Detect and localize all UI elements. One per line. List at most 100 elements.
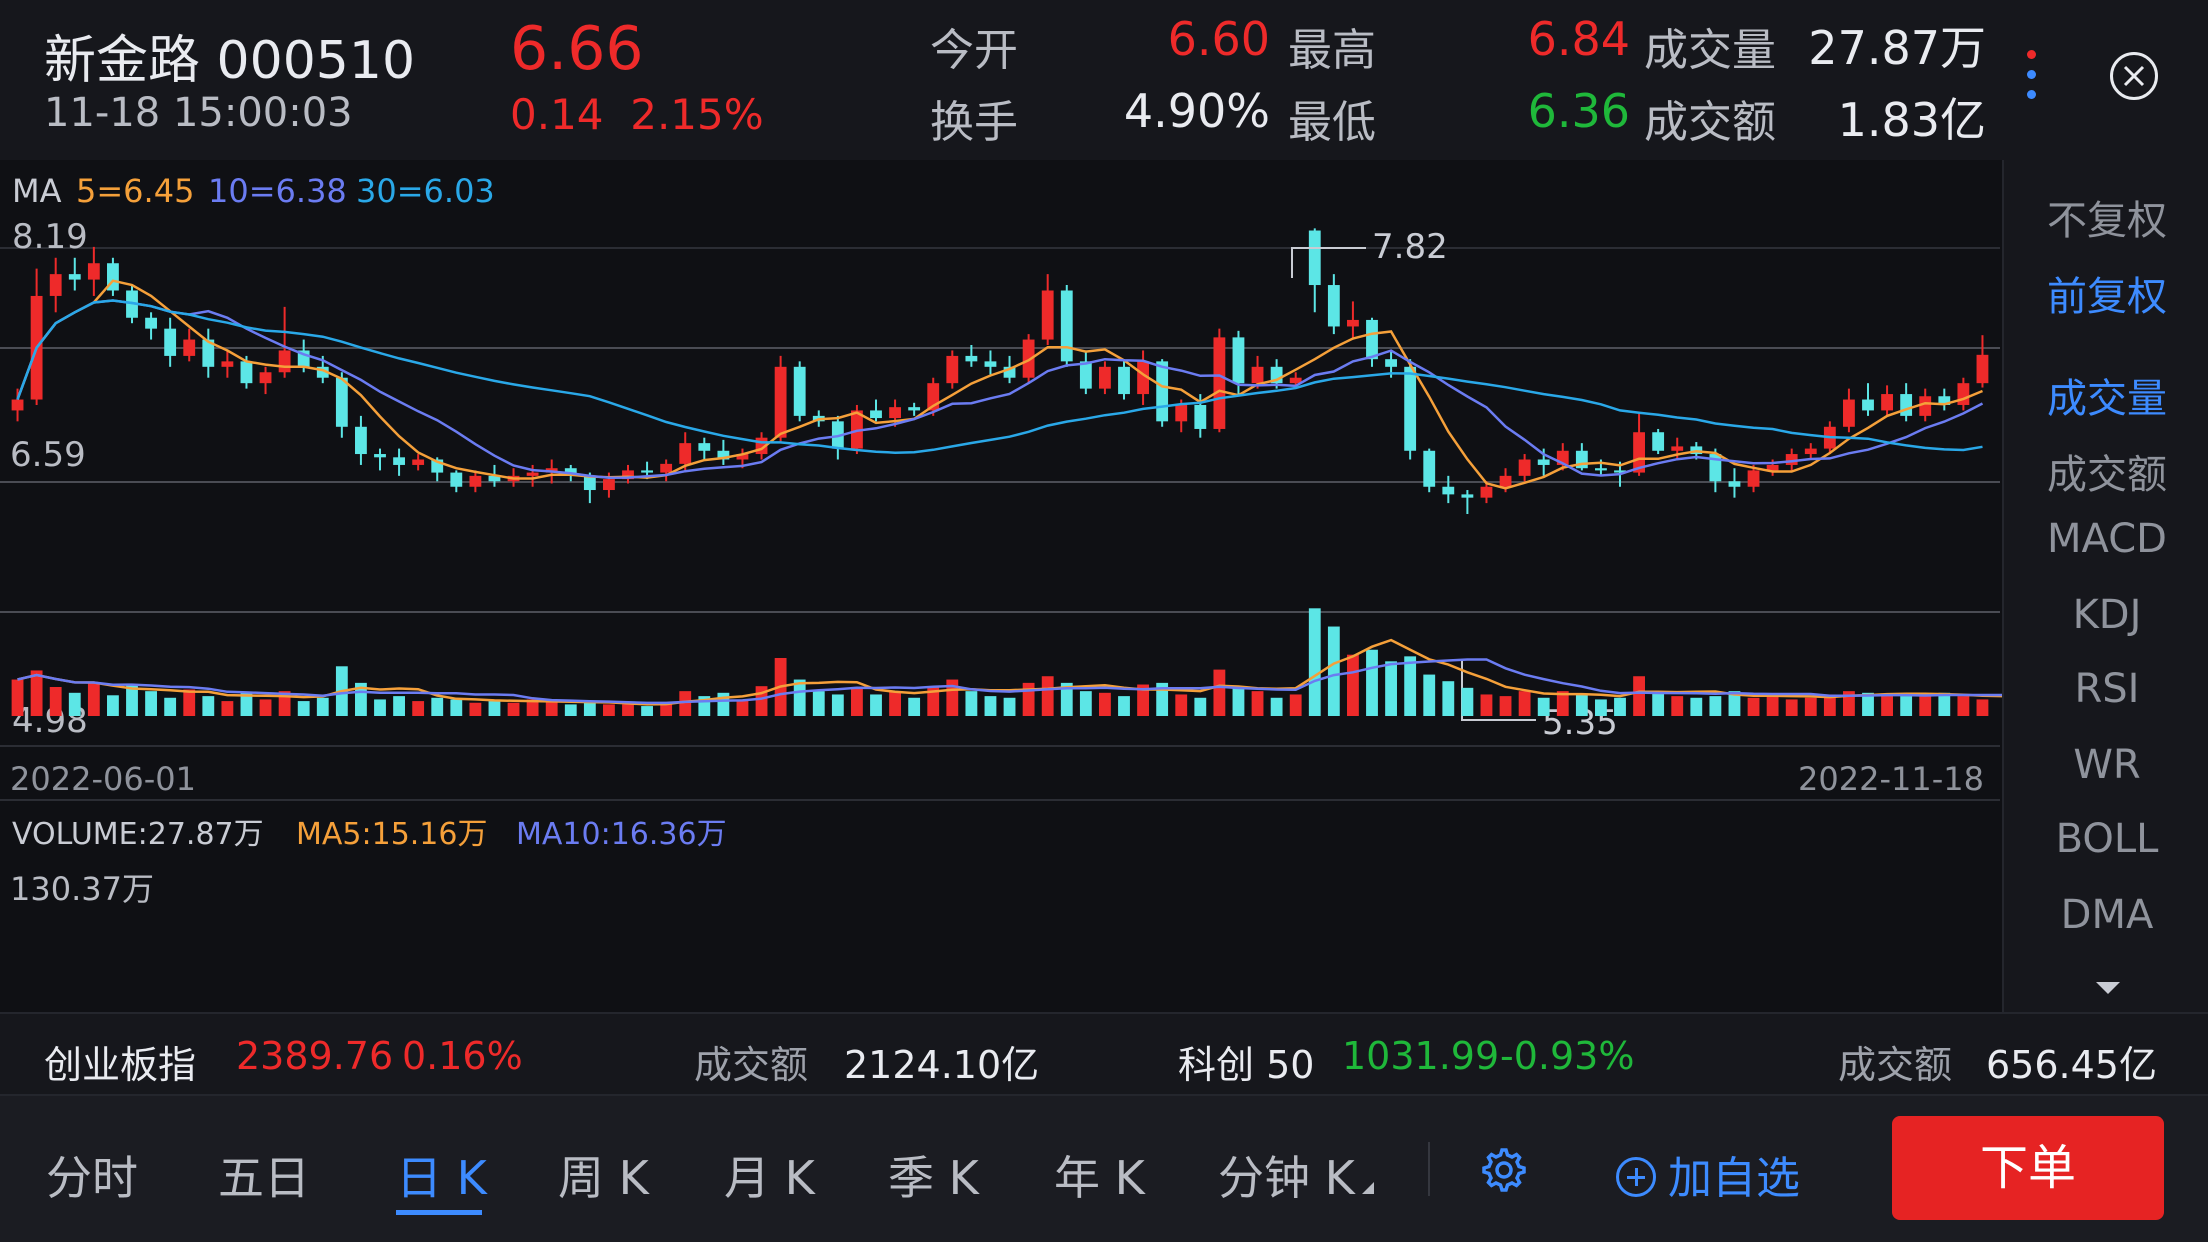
wr-indicator[interactable]: WR [2073, 742, 2141, 788]
volume-bar [431, 697, 444, 716]
close-button[interactable] [2110, 52, 2158, 100]
volume-bars [11, 608, 1989, 716]
tab-yearly-k[interactable]: 年 K [1054, 1151, 1145, 1205]
volume-bar [870, 694, 882, 716]
candle [11, 388, 24, 422]
tab-quarterly-k[interactable]: 季 K [888, 1151, 979, 1205]
volume-bar [984, 696, 997, 716]
tab-daily-k[interactable]: 日 K [396, 1151, 487, 1205]
volume-bar [1652, 691, 1665, 716]
tab-intraday[interactable]: 分时 [46, 1151, 138, 1205]
y-axis-mid-label: 6.59 [10, 435, 86, 475]
candle [1347, 301, 1359, 340]
candle [335, 372, 348, 438]
turnover-label: 换手 [930, 97, 1018, 148]
gem-index-name[interactable]: 创业板指 [44, 1043, 197, 1087]
candle [450, 470, 463, 493]
macd-indicator[interactable]: MACD [2047, 516, 2167, 562]
no-adjust-option[interactable]: 不复权 [2047, 198, 2167, 244]
volume-bar [717, 692, 730, 716]
price-change: 0.14 2.15% [510, 90, 764, 139]
volume-bar [1499, 696, 1512, 716]
gem-amount-value: 2124.10亿 [844, 1043, 1040, 1087]
volume-bar [698, 696, 711, 716]
add-watchlist-label: 加自选 [1668, 1153, 1800, 1204]
volume-bar [202, 696, 215, 716]
tab-minute-k[interactable]: 分钟 K [1218, 1151, 1355, 1205]
candle [1156, 359, 1169, 427]
volume-bar [240, 692, 253, 716]
candle [870, 399, 882, 422]
plus-circle-icon [1616, 1157, 1656, 1197]
volume-bar [469, 702, 482, 716]
candle [1060, 285, 1073, 367]
tab-five-day[interactable]: 五日 [218, 1151, 310, 1205]
vol-ma5-legend: MA5:15.16万 [296, 817, 487, 852]
current-price: 6.66 [510, 14, 644, 84]
kline-chart[interactable]: MA 5=6.45 10=6.38 30=6.03 8.19 6.59 4.98… [0, 160, 2021, 1012]
candle [774, 355, 787, 444]
volume-bar [278, 691, 291, 716]
candle [1480, 481, 1493, 504]
volume-bar [30, 670, 43, 716]
volume-top-label: 130.37万 [10, 870, 154, 908]
candle [1957, 377, 1970, 411]
volume-bar [908, 697, 921, 716]
forward-adjust-option[interactable]: 前复权 [2047, 274, 2167, 320]
ma5-legend: 5=6.45 [76, 172, 194, 210]
volume-bar [1308, 608, 1321, 716]
indicator-panel: 不复权 前复权 成交量 成交额 MACD KDJ RSI WR BOLL DMA [2002, 160, 2208, 1012]
amount-label: 成交额 [1644, 97, 1776, 148]
place-order-button[interactable]: 下单 [1892, 1116, 2164, 1220]
vol-ma10-line [17, 658, 2021, 705]
volume-bar [1633, 676, 1645, 716]
volume-indicator[interactable]: 成交量 [2047, 376, 2167, 422]
candle [1804, 443, 1817, 460]
candle [1404, 359, 1417, 460]
volume-bar [1423, 674, 1436, 716]
minute-k-dropdown-icon[interactable] [1362, 1182, 1374, 1194]
volume-bar [1766, 696, 1779, 716]
high-marker-label: 7.82 [1372, 227, 1448, 267]
tab-monthly-k[interactable]: 月 K [724, 1151, 815, 1205]
ma30-legend: 30=6.03 [356, 172, 495, 210]
volume-bar [1366, 649, 1378, 716]
volume-bar [736, 699, 749, 716]
volume-bar [1022, 682, 1035, 716]
volume-bar [1881, 694, 1893, 716]
volume-bar [1671, 696, 1684, 716]
volume-bar [1728, 691, 1741, 716]
date-end-label: 2022-11-18 [1798, 760, 1984, 798]
volume-bar [660, 702, 673, 716]
candle [1900, 383, 1913, 422]
volume-bar [1175, 694, 1188, 716]
star-index-name[interactable]: 科创 50 [1178, 1043, 1315, 1087]
settings-gear-icon[interactable] [1476, 1144, 1528, 1196]
volume-bar [355, 682, 367, 716]
candle [927, 377, 940, 416]
candle [1327, 274, 1340, 335]
add-watchlist-button[interactable]: 加自选 [1616, 1142, 1800, 1206]
volume-bar [221, 701, 234, 716]
volume-bar [1404, 656, 1417, 716]
amount-indicator[interactable]: 成交额 [2047, 452, 2167, 498]
rsi-indicator[interactable]: RSI [2074, 666, 2140, 712]
volume-bar [564, 704, 577, 716]
expand-down-icon[interactable] [2096, 982, 2120, 994]
change-amount: 0.14 [510, 90, 604, 139]
low-label: 最低 [1288, 97, 1376, 148]
volume-bar [1747, 697, 1760, 716]
dma-indicator[interactable]: DMA [2060, 892, 2154, 938]
volume-bar [1938, 692, 1951, 716]
volume-bar [68, 692, 81, 716]
more-options-icon[interactable] [2022, 50, 2042, 110]
tab-weekly-k[interactable]: 周 K [558, 1151, 649, 1205]
volume-bar [1347, 654, 1359, 716]
volume-bar [1900, 696, 1913, 716]
volume-bar [1614, 697, 1626, 716]
kline-chart-svg: MA 5=6.45 10=6.38 30=6.03 8.19 6.59 4.98… [0, 160, 2021, 1012]
boll-indicator[interactable]: BOLL [2055, 816, 2159, 862]
kdj-indicator[interactable]: KDJ [2072, 592, 2142, 638]
candle [355, 415, 367, 465]
volume-bar [679, 691, 692, 716]
